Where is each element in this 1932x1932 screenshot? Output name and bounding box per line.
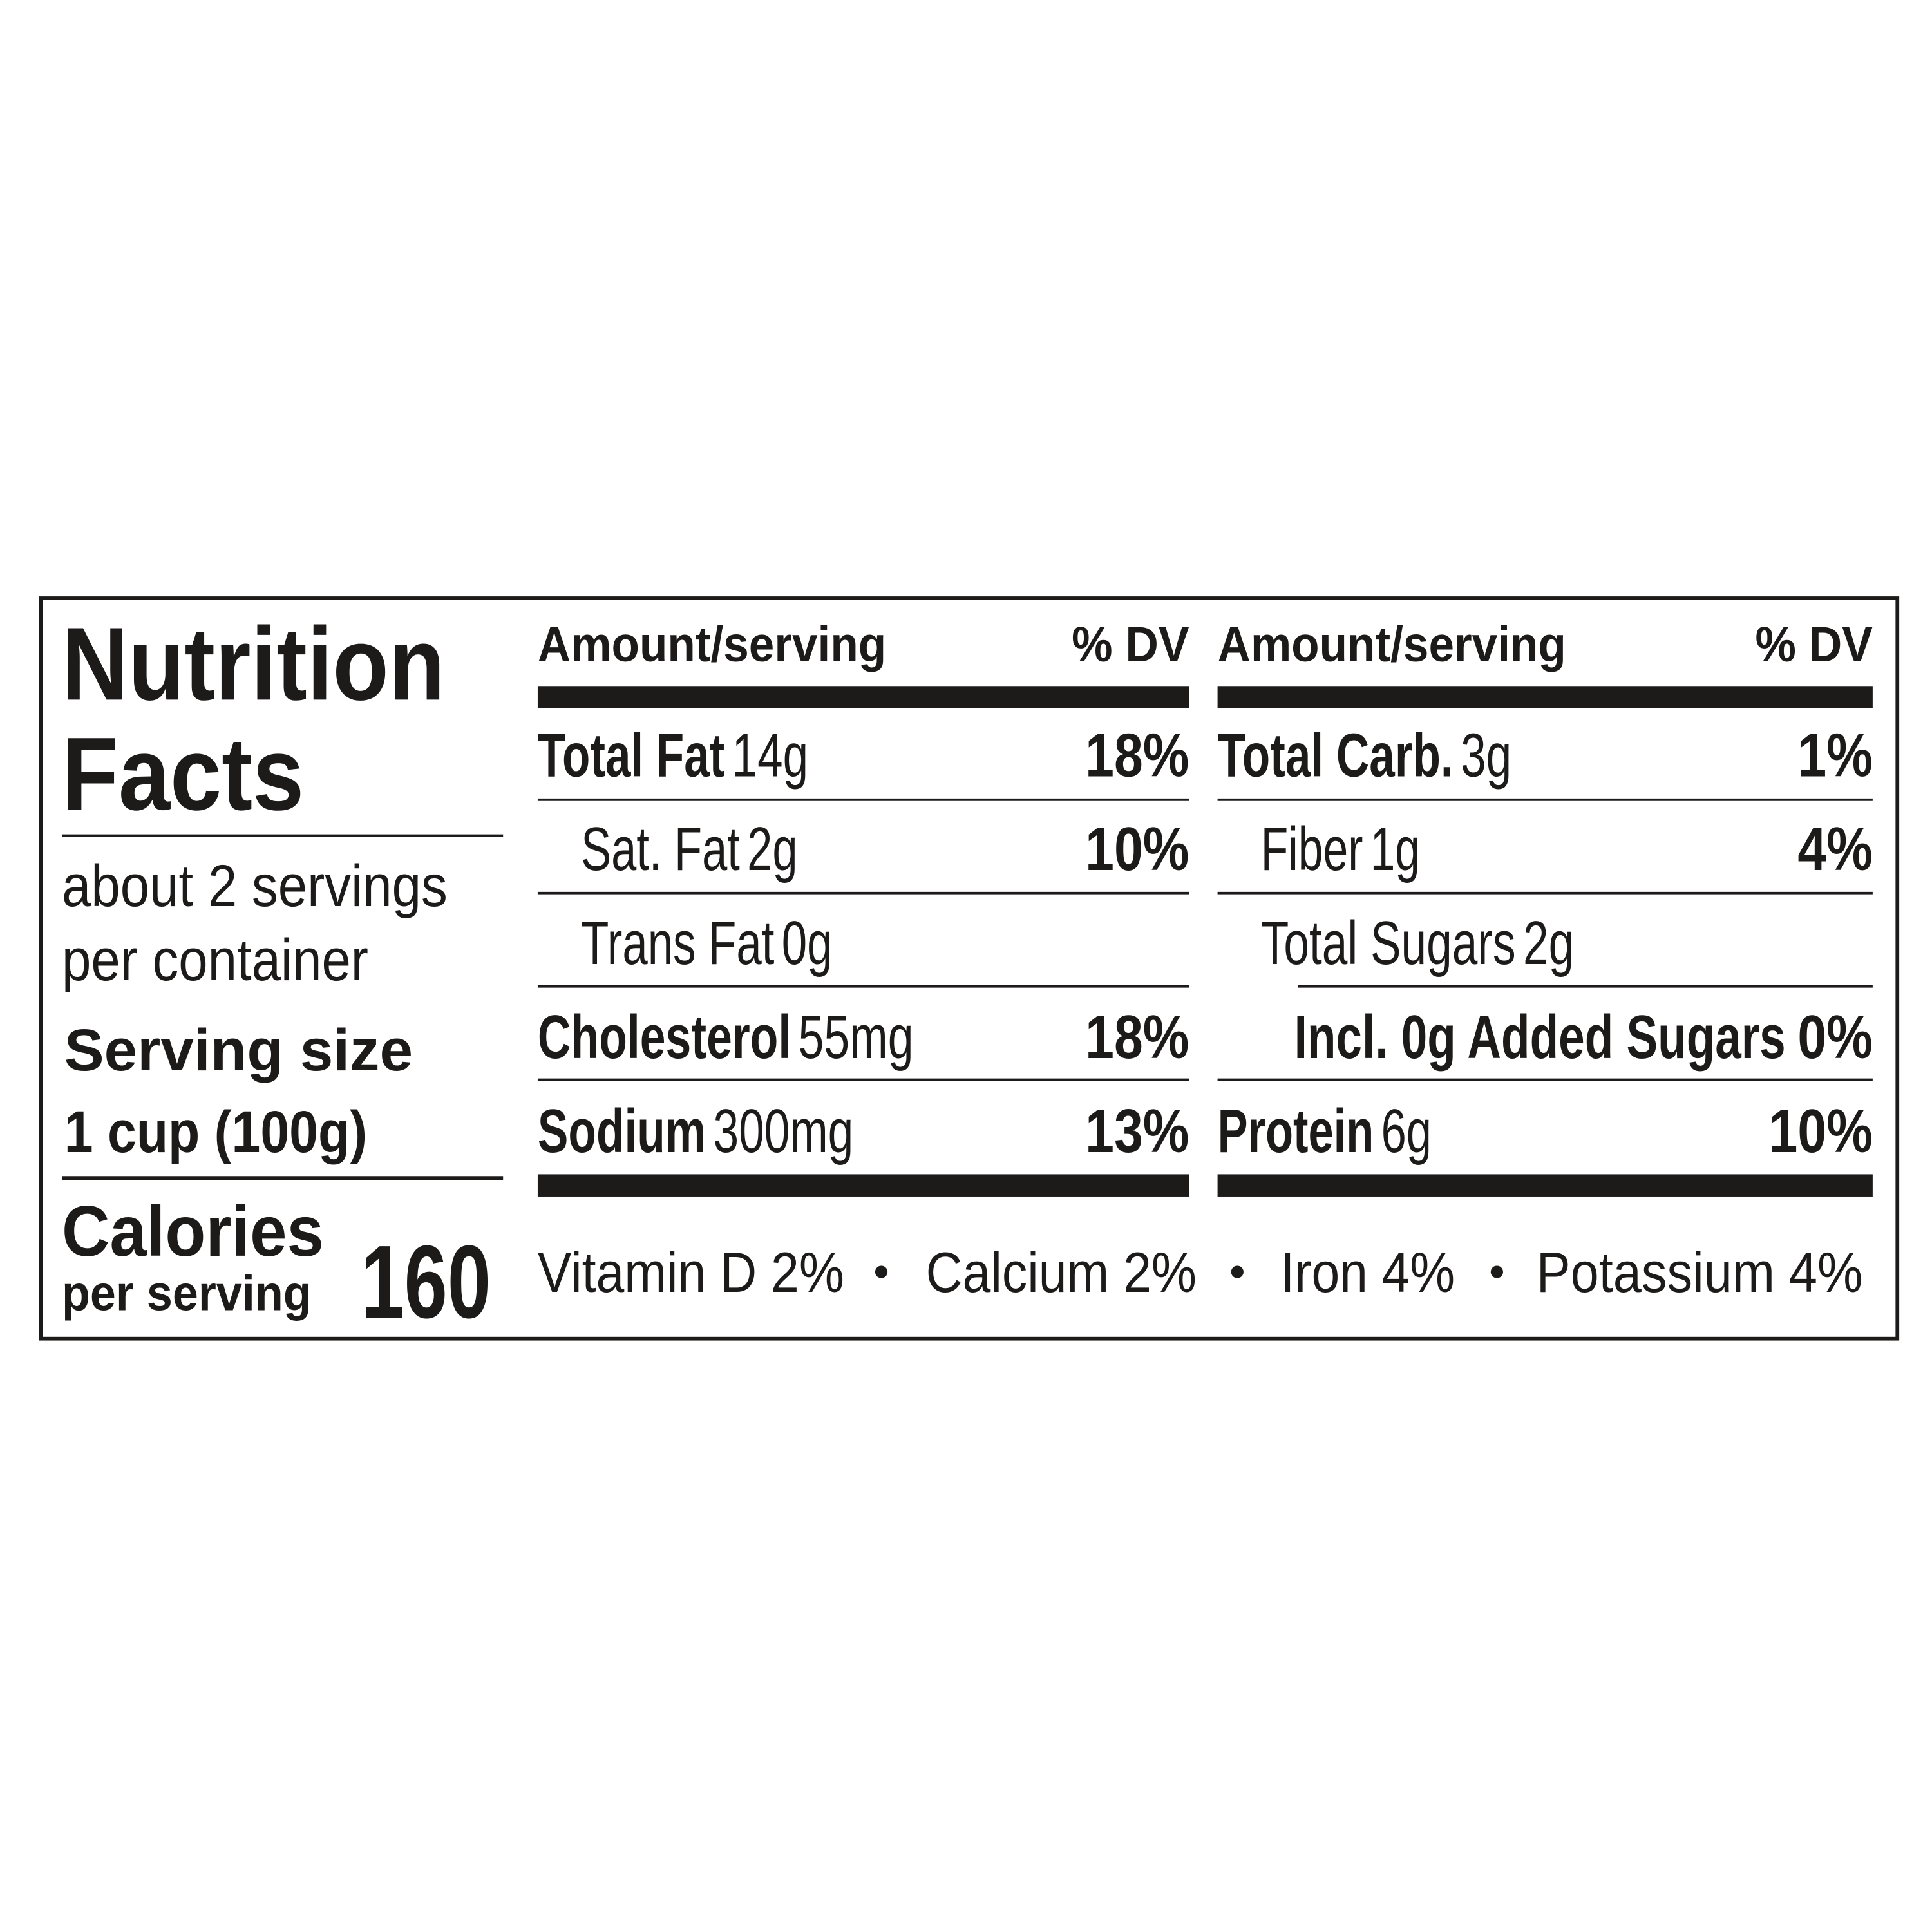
vitamin: Calcium 2%	[926, 1240, 1197, 1304]
nutrient-amount: 6g	[1381, 1097, 1432, 1166]
servings: about 2 servings	[62, 853, 448, 919]
nutrient-row: Sodium300mg	[538, 1097, 853, 1166]
nutrient-amount: 14g	[732, 721, 808, 790]
nutrient-name: Total Sugars	[1261, 909, 1516, 978]
nutrient-name: Sodium	[538, 1097, 706, 1166]
title-line: Nutrition	[62, 606, 445, 722]
bullet	[1231, 1265, 1244, 1278]
nutrient-row: Total Fat14g	[538, 721, 808, 790]
nutrient-row: Incl. 0g Added Sugars	[1294, 1003, 1786, 1072]
nutrient-name: Total Carb.	[1218, 721, 1454, 790]
title-line: Facts	[62, 716, 304, 832]
nutrient-name: Incl. 0g Added Sugars	[1294, 1003, 1786, 1072]
nutrient-row: Total Sugars2g	[1261, 909, 1574, 978]
thick-bar	[1217, 686, 1873, 708]
vitamin: Iron 4%	[1280, 1240, 1455, 1304]
nutrient-name: Protein	[1218, 1097, 1374, 1166]
column-header: Amount/serving	[1218, 618, 1566, 672]
nutrient-amount: 300mg	[714, 1097, 854, 1166]
calories-value: 160	[361, 1224, 491, 1340]
nutrient-name: Cholesterol	[538, 1003, 791, 1072]
column-header: Amount/serving	[538, 618, 886, 672]
bullet	[1490, 1265, 1503, 1278]
serving-size-value: 1 cup (100g)	[64, 1099, 367, 1165]
thick-bar	[537, 686, 1189, 708]
label-border	[39, 596, 1900, 1341]
daily-value: 13%	[1085, 1097, 1189, 1166]
nutrient-row: Cholesterol55mg	[538, 1003, 914, 1072]
thick-bar	[1217, 1174, 1873, 1197]
servings: per container	[62, 927, 368, 993]
daily-value: 0%	[1797, 1003, 1872, 1072]
daily-value: 10%	[1769, 1097, 1873, 1166]
nutrient-amount: 55mg	[799, 1003, 914, 1072]
serving-size-label: Serving size	[64, 1017, 413, 1083]
nutrient-name: Trans Fat	[581, 909, 774, 978]
nutrient-name: Fiber	[1261, 815, 1363, 884]
daily-value: 10%	[1085, 815, 1189, 884]
nutrient-row: Total Carb.3g	[1218, 721, 1512, 790]
daily-value: 4%	[1797, 815, 1872, 884]
calories-sublabel: per serving	[62, 1267, 312, 1321]
bullet	[875, 1265, 888, 1278]
column-header: % DV	[1072, 618, 1189, 672]
nutrient-amount: 3g	[1461, 721, 1511, 790]
nutrient-amount: 2g	[1523, 909, 1574, 978]
daily-value: 18%	[1085, 1003, 1189, 1072]
vitamin: Vitamin D 2%	[538, 1240, 844, 1304]
nutrient-amount: 2g	[747, 815, 797, 884]
nutrient-name: Sat. Fat	[581, 815, 740, 884]
column-header: % DV	[1756, 618, 1873, 672]
thick-bar	[537, 1174, 1189, 1197]
nutrient-row: Trans Fat0g	[581, 909, 832, 978]
calories-label: Calories	[62, 1191, 324, 1271]
nutrient-row: Fiber1g	[1261, 815, 1420, 884]
nutrient-name: Total Fat	[538, 721, 724, 790]
nutrient-row: Protein6g	[1218, 1097, 1432, 1166]
vitamin: Potassium 4%	[1537, 1240, 1863, 1304]
nutrient-amount: 1g	[1370, 815, 1420, 884]
nutrient-amount: 0g	[782, 909, 833, 978]
daily-value: 18%	[1085, 721, 1189, 790]
daily-value: 1%	[1797, 721, 1872, 790]
nutrient-row: Sat. Fat2g	[581, 815, 797, 884]
